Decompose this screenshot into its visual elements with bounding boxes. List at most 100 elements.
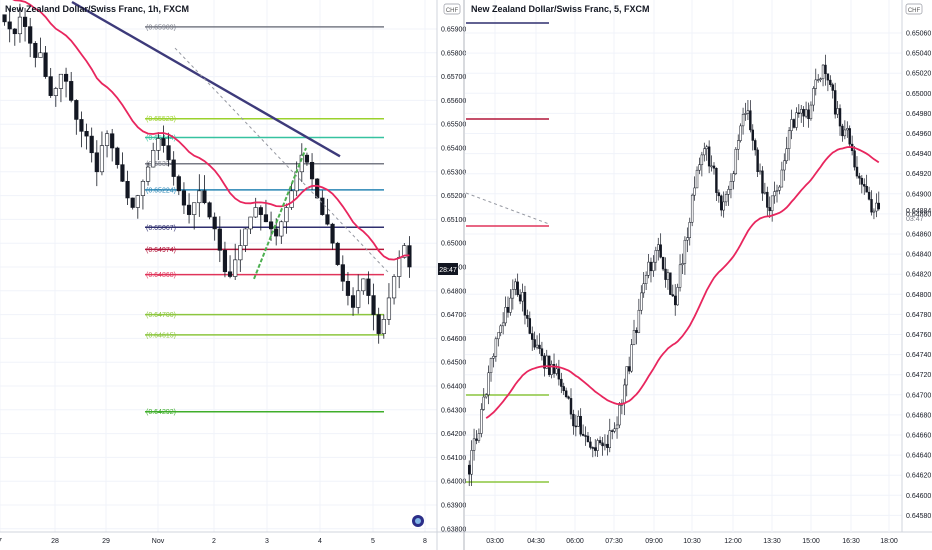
fib-level-label: (0.64292) [146, 409, 176, 416]
right-candle-body [552, 364, 556, 374]
right-y-tick: 0.64720 [906, 372, 931, 379]
right-candle-body [802, 109, 805, 117]
left-candle-body [197, 190, 202, 204]
left-overlays [12, 0, 410, 280]
left-price-axis[interactable]: 0.65900 0.65800 0.65700 0.65600 0.65500 0.654… [441, 27, 466, 534]
right-x-tick: 12:00 [724, 538, 742, 545]
right-candle-body [775, 190, 779, 192]
right-y-tick: 0.64960 [906, 131, 931, 138]
right-candle-body [800, 109, 803, 114]
right-candle-body [841, 125, 844, 137]
right-chart-panel[interactable]: 0.65060 0.65040 0.65020 0.65000 0.64980 0.649… [465, 0, 931, 545]
right-candle-body [472, 438, 476, 451]
right-y-tick: 0.64840 [906, 252, 931, 259]
left-candle-body [125, 181, 130, 199]
right-candle-body [698, 164, 701, 171]
right-price-axis[interactable]: 0.65060 0.65040 0.65020 0.65000 0.64980 0.649… [906, 31, 931, 520]
left-time-axis[interactable]: 7 28 29 Nov 2 3 4 5 8 [0, 538, 427, 545]
right-candle-body [795, 112, 798, 128]
right-candle-body [785, 148, 788, 162]
right-candle-body [804, 109, 808, 117]
fib-level-label: (0.64974) [146, 247, 176, 254]
left-fib-levels: (0.65909) (0.65523) (0.65444) (0.65334) (0.6… [145, 24, 384, 416]
right-candle-body [526, 315, 529, 319]
left-y-tick: 0.65900 [441, 27, 466, 34]
right-candle-body [543, 355, 546, 369]
right-chart-title: New Zealand Dollar/Swiss Franc, 5, FXCM [471, 4, 650, 14]
right-candle-body [480, 409, 483, 434]
right-time-axis[interactable]: 03:00 04:30 06:00 07:30 09:00 10:30 12:00 13:30… [486, 538, 898, 545]
right-x-tick: 18:00 [880, 538, 898, 545]
right-candle-body [824, 64, 827, 75]
left-candle-body [356, 290, 361, 308]
left-candle-body [7, 21, 12, 30]
left-candles [2, 3, 412, 344]
left-candle-body [350, 295, 356, 308]
right-candle-body [729, 181, 733, 190]
left-candle-body [238, 245, 243, 261]
right-candle-body [557, 368, 561, 380]
right-candle-body [523, 292, 527, 316]
right-y-tick: 0.64900 [906, 191, 931, 198]
right-candle-body [833, 90, 837, 115]
right-candle-body [846, 128, 849, 131]
tradingview-logo-icon[interactable] [412, 515, 424, 527]
right-candle-body [591, 447, 595, 449]
left-y-tick: 0.65300 [441, 169, 466, 176]
right-candle-body [504, 307, 507, 324]
left-candle-body [335, 242, 340, 265]
right-candle-body [678, 264, 682, 288]
left-candle-body [202, 190, 207, 204]
left-candle-body [166, 145, 171, 161]
left-candle-body [115, 147, 120, 165]
fib-level-label: (0.64700) [146, 312, 176, 319]
right-x-tick: 04:30 [527, 538, 545, 545]
right-candle-body [494, 338, 498, 357]
right-candle-body [829, 79, 832, 85]
right-candle-body [623, 384, 626, 404]
right-candle-body [872, 210, 876, 213]
right-candle-body [807, 109, 810, 120]
left-candle-body [43, 52, 48, 77]
fib-level-label: (0.64868) [146, 272, 176, 279]
right-candle-body [705, 146, 708, 150]
left-y-tick: 0.65200 [441, 193, 466, 200]
left-candle-body [140, 181, 146, 196]
left-candle-body [263, 214, 269, 223]
right-candle-body [744, 113, 747, 115]
right-candle-body [715, 168, 718, 193]
left-candle-body [243, 228, 248, 246]
right-candle-body [819, 78, 822, 80]
right-currency-badge: CHF [905, 3, 923, 15]
left-candle-body [145, 166, 151, 182]
right-candle-body [657, 244, 660, 251]
left-candle-body [38, 52, 43, 58]
right-candle-body [484, 394, 488, 398]
left-y-tick: 0.64000 [441, 479, 466, 486]
right-candle-body [838, 108, 842, 127]
right-candle-body [516, 281, 519, 295]
right-candle-body [475, 438, 478, 441]
right-candle-body [506, 307, 510, 313]
right-candle-body [596, 440, 599, 451]
left-candle-body [376, 314, 381, 334]
left-candle-body [110, 133, 115, 149]
right-candle-body [562, 386, 565, 392]
right-candle-body [848, 128, 851, 145]
right-candle-body [865, 185, 868, 193]
right-x-tick: 10:30 [683, 538, 701, 545]
right-candle-body [700, 154, 704, 166]
left-x-tick: 8 [423, 538, 427, 545]
right-candle-body [535, 344, 539, 348]
right-candle-body [753, 140, 757, 151]
left-candle-body [74, 100, 79, 120]
right-candle-body [816, 79, 820, 81]
left-currency-badge: CHF [443, 3, 461, 15]
right-candle-body [695, 169, 699, 189]
left-y-tick: 0.64600 [441, 336, 466, 343]
left-candle-body [33, 42, 38, 58]
right-candle-body [555, 368, 558, 374]
right-levels [465, 22, 550, 483]
